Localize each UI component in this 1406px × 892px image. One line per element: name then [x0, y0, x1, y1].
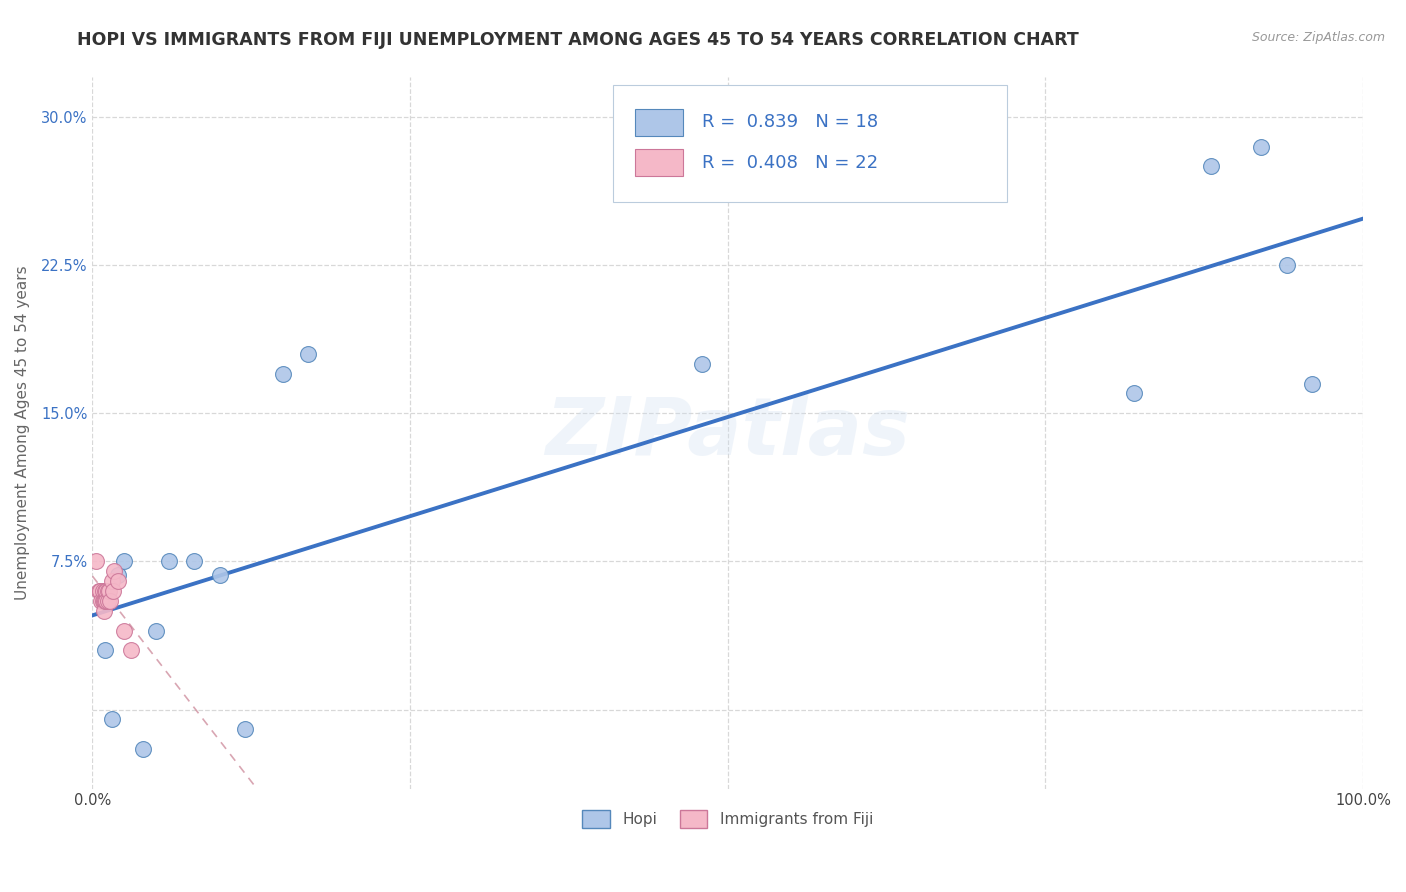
- Point: [97, 584, 120, 599]
- Point: [94, 594, 117, 608]
- Text: ZIPatlas: ZIPatlas: [546, 394, 910, 472]
- Point: [84, 554, 107, 568]
- Point: [1123, 386, 1146, 401]
- Text: R =  0.408   N = 22: R = 0.408 N = 22: [703, 153, 879, 172]
- Point: [132, 742, 155, 756]
- Point: [100, 712, 122, 726]
- Point: [87, 584, 110, 599]
- Text: Source: ZipAtlas.com: Source: ZipAtlas.com: [1251, 31, 1385, 45]
- Point: [112, 624, 135, 638]
- Point: [112, 554, 135, 568]
- Text: HOPI VS IMMIGRANTS FROM FIJI UNEMPLOYMENT AMONG AGES 45 TO 54 YEARS CORRELATION : HOPI VS IMMIGRANTS FROM FIJI UNEMPLOYMEN…: [77, 31, 1078, 49]
- FancyBboxPatch shape: [636, 109, 683, 136]
- Point: [93, 604, 115, 618]
- Text: R =  0.839   N = 18: R = 0.839 N = 18: [703, 113, 879, 131]
- Point: [101, 584, 124, 599]
- Point: [1275, 258, 1298, 272]
- Point: [1199, 159, 1222, 173]
- Point: [94, 584, 117, 599]
- Y-axis label: Unemployment Among Ages 45 to 54 years: Unemployment Among Ages 45 to 54 years: [15, 266, 30, 600]
- Point: [103, 564, 125, 578]
- Point: [157, 554, 180, 568]
- Point: [145, 624, 167, 638]
- Point: [183, 554, 205, 568]
- Point: [120, 643, 142, 657]
- Point: [107, 568, 129, 582]
- Point: [100, 574, 122, 588]
- Point: [98, 594, 121, 608]
- Point: [90, 594, 112, 608]
- Point: [692, 357, 714, 371]
- FancyBboxPatch shape: [636, 149, 683, 177]
- Point: [208, 568, 231, 582]
- Point: [96, 584, 118, 599]
- Point: [1301, 376, 1323, 391]
- Point: [97, 594, 120, 608]
- FancyBboxPatch shape: [613, 85, 1007, 202]
- Point: [233, 723, 256, 737]
- Point: [1250, 139, 1272, 153]
- Point: [271, 367, 294, 381]
- Point: [91, 584, 114, 599]
- Legend: Hopi, Immigrants from Fiji: Hopi, Immigrants from Fiji: [576, 805, 879, 834]
- Point: [93, 594, 115, 608]
- Point: [89, 584, 111, 599]
- Point: [96, 594, 118, 608]
- Point: [297, 347, 319, 361]
- Point: [91, 594, 114, 608]
- Point: [94, 643, 117, 657]
- Point: [98, 584, 121, 599]
- Point: [107, 574, 129, 588]
